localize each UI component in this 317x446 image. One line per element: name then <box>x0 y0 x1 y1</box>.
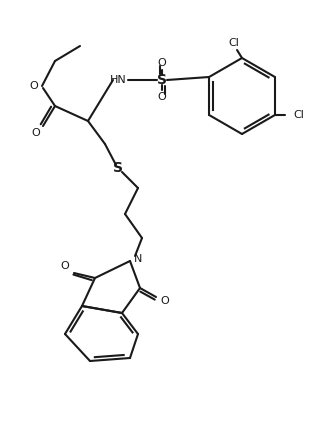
Text: O: O <box>61 261 69 271</box>
Text: S: S <box>157 73 167 87</box>
Text: O: O <box>158 92 166 102</box>
Text: S: S <box>113 161 123 175</box>
Text: O: O <box>161 296 169 306</box>
Text: O: O <box>29 81 38 91</box>
Text: O: O <box>32 128 40 138</box>
Text: HN: HN <box>110 75 126 85</box>
Text: N: N <box>134 254 142 264</box>
Text: O: O <box>158 58 166 68</box>
Text: Cl: Cl <box>229 38 239 48</box>
Text: Cl: Cl <box>293 110 304 120</box>
